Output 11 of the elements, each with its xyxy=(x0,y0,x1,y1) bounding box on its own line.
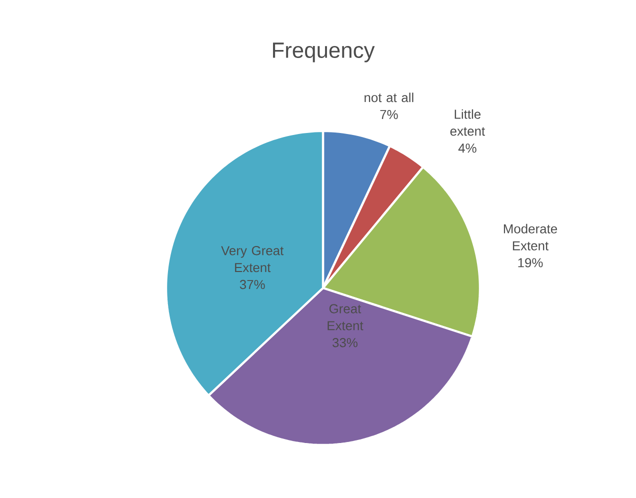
slice-label: not at all xyxy=(364,92,414,102)
slice-label: Little extent xyxy=(450,109,485,136)
data-label: 7% xyxy=(380,110,398,120)
slice-label: Very Great Extent xyxy=(221,246,284,272)
data-label: 33% xyxy=(332,338,358,348)
slice-label: Moderate Extent xyxy=(504,224,558,250)
data-label: 37% xyxy=(240,280,265,290)
slice-label: Great Extent xyxy=(328,304,364,330)
chart-title: Frequency xyxy=(273,42,375,62)
data-label: 19% xyxy=(518,258,543,268)
data-label: 4% xyxy=(458,144,476,153)
